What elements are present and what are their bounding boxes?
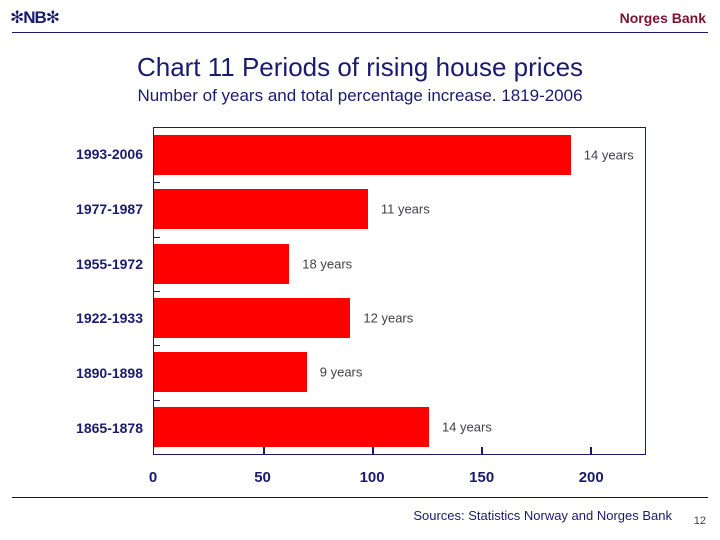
y-axis-tick <box>154 236 160 238</box>
sources-note: Sources: Statistics Norway and Norges Ba… <box>413 508 672 523</box>
chart-row: 9 years <box>154 345 645 399</box>
bar-1865-1878 <box>154 406 429 447</box>
page-subtitle: Number of years and total percentage inc… <box>137 86 583 105</box>
x-axis-tick-label: 150 <box>469 469 495 486</box>
bar-value-label: 14 years <box>441 419 492 435</box>
page-number: 12 <box>693 515 706 527</box>
bar-value-label: 11 years <box>380 201 430 217</box>
y-axis-tick <box>154 399 160 401</box>
y-axis-category-label: 1993-2006 <box>76 146 143 163</box>
y-axis-category-label: 1977-1987 <box>76 201 143 217</box>
x-axis-tick-label: 100 <box>359 469 385 486</box>
bar-1993-2006 <box>154 135 571 175</box>
y-axis-tick <box>154 345 160 347</box>
bar-1922-1933 <box>154 297 351 338</box>
plot-area: 14 years 11 years 18 years 12 years 9 years 1… <box>153 127 646 455</box>
bar-value-label: 18 years <box>302 256 353 272</box>
y-axis-category-label: 1955-1972 <box>76 255 143 272</box>
bar-value-label: 12 years <box>363 310 414 326</box>
bar-value-label: 14 years <box>583 147 634 163</box>
x-axis-tick <box>263 447 265 454</box>
chart-row: 14 years <box>154 400 645 454</box>
bar-value-label: 9 years <box>319 364 363 380</box>
chart-row: 12 years <box>154 291 645 345</box>
x-axis-tick <box>372 447 374 454</box>
x-axis-tick-label: 200 <box>578 469 604 486</box>
y-axis-category-label: 1865-1878 <box>76 419 143 436</box>
chart-row: 18 years <box>154 237 645 291</box>
bar-1977-1987 <box>154 189 368 230</box>
y-axis-category-label: 1922-1933 <box>76 310 143 327</box>
y-axis-tick <box>154 182 160 184</box>
header-divider <box>12 32 708 33</box>
y-axis-category-label: 1890-1898 <box>76 365 143 381</box>
chart-row: 11 years <box>154 182 645 236</box>
bar-1890-1898 <box>154 352 307 393</box>
bar-chart: 14 years 11 years 18 years 12 years 9 years 1… <box>76 127 646 486</box>
x-axis-tick-label: 50 <box>254 469 271 486</box>
brand-name: Norges Bank <box>619 10 706 26</box>
x-axis-tick <box>481 447 483 454</box>
x-axis-tick <box>590 447 592 454</box>
y-axis-tick <box>154 291 160 292</box>
bar-1955-1972 <box>154 243 290 284</box>
chart-row: 14 years <box>154 128 645 182</box>
x-axis-tick-label: 0 <box>148 469 158 486</box>
footer-divider <box>12 497 708 498</box>
norges-bank-logo-icon: ✻NB✻ <box>10 8 60 27</box>
page-title: Chart 11 Periods of rising house prices <box>136 52 584 82</box>
